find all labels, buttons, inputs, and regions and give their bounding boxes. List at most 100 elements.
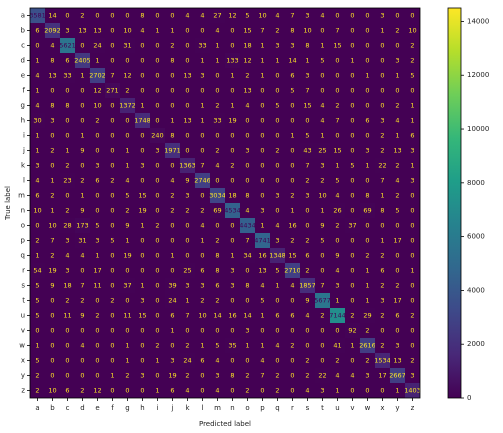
- cell: [345, 113, 360, 128]
- cell: [30, 203, 45, 218]
- cell-label: 0: [185, 132, 189, 140]
- cell: [195, 278, 210, 293]
- cell: [75, 203, 90, 218]
- cell-label: 0: [110, 147, 114, 155]
- cell: [375, 128, 390, 143]
- cell: [165, 128, 180, 143]
- x-tick-label: u: [335, 404, 339, 412]
- cell-label: 34: [243, 252, 251, 260]
- cell: [240, 188, 255, 203]
- cell: [300, 383, 315, 398]
- cell: [60, 83, 75, 98]
- cell: [390, 83, 405, 98]
- cell: [315, 293, 330, 308]
- cell: [60, 128, 75, 143]
- cell: [60, 68, 75, 83]
- cell: [150, 233, 165, 248]
- cell-label: 0: [155, 102, 159, 110]
- cell-label: 0: [215, 87, 219, 95]
- cell: [405, 23, 420, 38]
- cell-label: 0: [170, 342, 174, 350]
- cell: [375, 263, 390, 278]
- cell: [285, 263, 300, 278]
- cell-label: 2: [155, 222, 159, 230]
- cell-label: 2: [350, 312, 354, 320]
- cell-label: 2: [80, 12, 84, 20]
- cell-label: 0: [50, 327, 54, 335]
- cell-label: 1: [395, 72, 399, 80]
- cell-label: 0: [230, 177, 234, 185]
- cell-label: 0: [245, 267, 249, 275]
- cell: [285, 278, 300, 293]
- cell-label: 39: [168, 282, 176, 290]
- cell-label: 2: [380, 252, 384, 260]
- cell-label: 0: [290, 297, 294, 305]
- cell-label: 0: [170, 72, 174, 80]
- cell: [375, 323, 390, 338]
- x-tick-label: a: [35, 404, 39, 412]
- cell-label: 2: [110, 297, 114, 305]
- cell-label: 173: [76, 222, 88, 230]
- cell-label: 0: [110, 12, 114, 20]
- cell: [225, 323, 240, 338]
- cell: [60, 53, 75, 68]
- cell: [45, 38, 60, 53]
- cell: [255, 53, 270, 68]
- cell-label: 0: [245, 177, 249, 185]
- cell: [30, 143, 45, 158]
- cell: [330, 113, 345, 128]
- cell-label: 0: [245, 117, 249, 125]
- cell: [195, 68, 210, 83]
- cell-label: 2: [35, 372, 39, 380]
- cell-label: 19: [138, 207, 146, 215]
- cell: [135, 143, 150, 158]
- cell-label: 1: [170, 117, 174, 125]
- cell: [105, 8, 120, 23]
- cell-label: 6: [395, 312, 399, 320]
- cell-label: 0: [140, 87, 144, 95]
- cell-label: 0: [215, 72, 219, 80]
- cell-label: 0: [230, 387, 234, 395]
- cell: [30, 218, 45, 233]
- y-tick-label: r: [22, 267, 25, 275]
- cell: [330, 368, 345, 383]
- cell: [390, 353, 405, 368]
- cell: [150, 113, 165, 128]
- cell: [60, 38, 75, 53]
- cell: [240, 158, 255, 173]
- cell-label: 0: [140, 57, 144, 65]
- cell-label: 0: [200, 327, 204, 335]
- cell: [45, 263, 60, 278]
- cell: [345, 23, 360, 38]
- cell-label: 0: [245, 132, 249, 140]
- cell: [345, 83, 360, 98]
- cell-label: 1: [395, 387, 399, 395]
- cell-label: 0: [140, 72, 144, 80]
- cell-label: 1: [155, 27, 159, 35]
- cell: [75, 368, 90, 383]
- cell: [360, 338, 375, 353]
- cell-label: 3: [140, 297, 144, 305]
- cell-label: 2: [215, 147, 219, 155]
- cell-label: 19: [123, 252, 131, 260]
- cell: [390, 278, 405, 293]
- cell: [390, 23, 405, 38]
- cell-label: 2: [410, 312, 414, 320]
- cell-label: 1: [185, 297, 189, 305]
- cell: [315, 23, 330, 38]
- cell-label: 15: [333, 42, 341, 50]
- colorbar-tick-label: 2000: [467, 340, 485, 348]
- cell: [90, 203, 105, 218]
- cell: [135, 173, 150, 188]
- cell: [30, 308, 45, 323]
- cell-label: 0: [170, 237, 174, 245]
- cell-label: 1: [365, 297, 369, 305]
- y-tick-label: a: [21, 12, 25, 20]
- cell-label: 3: [185, 282, 189, 290]
- y-tick-label: q: [21, 252, 25, 260]
- cell-label: 2092: [44, 27, 61, 35]
- y-tick-label: b: [21, 27, 26, 35]
- cell-label: 0: [65, 342, 69, 350]
- cell-label: 0: [110, 132, 114, 140]
- cell: [330, 38, 345, 53]
